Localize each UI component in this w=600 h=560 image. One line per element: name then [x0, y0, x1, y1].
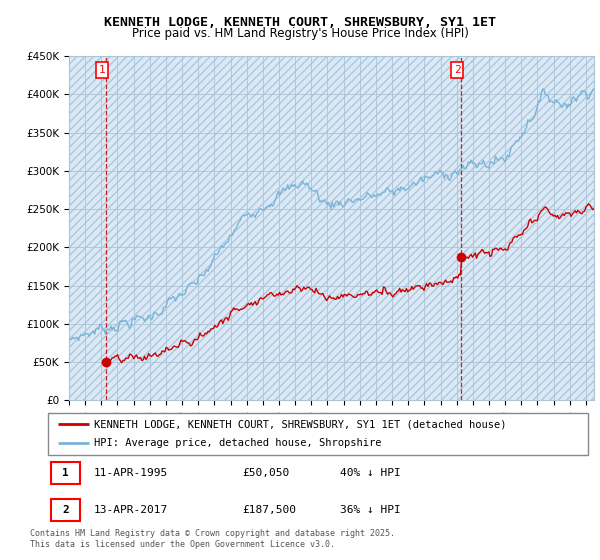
Text: 1: 1 — [62, 468, 69, 478]
Text: £187,500: £187,500 — [242, 505, 296, 515]
Text: 2: 2 — [454, 65, 461, 75]
Text: Contains HM Land Registry data © Crown copyright and database right 2025.
This d: Contains HM Land Registry data © Crown c… — [30, 529, 395, 549]
Text: 13-APR-2017: 13-APR-2017 — [94, 505, 168, 515]
FancyBboxPatch shape — [48, 413, 588, 455]
FancyBboxPatch shape — [50, 462, 80, 484]
Text: 2: 2 — [62, 505, 69, 515]
FancyBboxPatch shape — [50, 499, 80, 521]
Text: 1: 1 — [98, 65, 105, 75]
Text: HPI: Average price, detached house, Shropshire: HPI: Average price, detached house, Shro… — [94, 438, 382, 449]
Text: £50,050: £50,050 — [242, 468, 290, 478]
Text: 36% ↓ HPI: 36% ↓ HPI — [340, 505, 400, 515]
Text: KENNETH LODGE, KENNETH COURT, SHREWSBURY, SY1 1ET: KENNETH LODGE, KENNETH COURT, SHREWSBURY… — [104, 16, 496, 29]
Text: 40% ↓ HPI: 40% ↓ HPI — [340, 468, 400, 478]
Text: Price paid vs. HM Land Registry's House Price Index (HPI): Price paid vs. HM Land Registry's House … — [131, 27, 469, 40]
Text: KENNETH LODGE, KENNETH COURT, SHREWSBURY, SY1 1ET (detached house): KENNETH LODGE, KENNETH COURT, SHREWSBURY… — [94, 419, 506, 429]
Text: 11-APR-1995: 11-APR-1995 — [94, 468, 168, 478]
